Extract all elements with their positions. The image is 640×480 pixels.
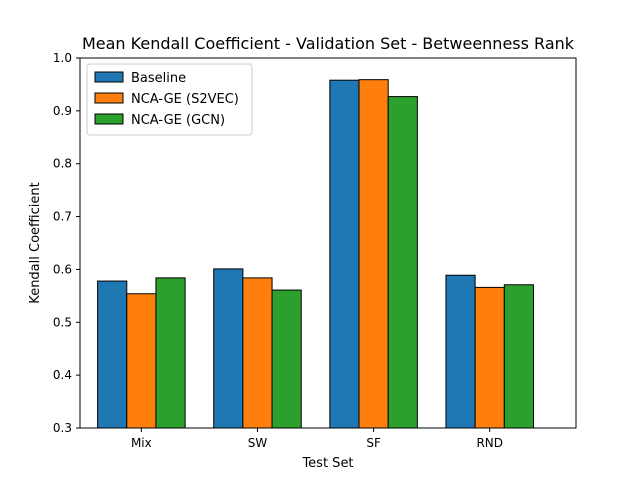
bar-nca-ge-s2vec-sw (242, 277, 273, 429)
x-tick-label: SW (248, 436, 268, 450)
y-tick-label: 0.7 (53, 210, 72, 224)
legend-box (86, 63, 253, 136)
bar-nca-ge-gcn-sw (271, 289, 302, 429)
legend-swatch (94, 71, 124, 83)
bar-baseline-sw (213, 268, 244, 429)
y-tick-label: 0.3 (53, 421, 72, 435)
y-axis-ticks: 0.3 0.4 0.5 0.6 0.7 0.8 0.9 1.0 (53, 51, 80, 435)
legend-label: NCA-GE (S2VEC) (131, 92, 239, 107)
legend-swatch (94, 92, 124, 104)
bar-baseline-sf (329, 79, 360, 429)
bar-nca-ge-s2vec-mix (126, 293, 157, 429)
legend: Baseline NCA-GE (S2VEC) NCA-GE (GCN) (86, 63, 253, 136)
y-axis-label: Kendall Coefficient (28, 182, 43, 303)
plot-frame (79, 57, 577, 429)
bar-nca-ge-gcn-sf (387, 96, 418, 429)
y-tick-label: 0.5 (53, 315, 72, 329)
bar-nca-ge-gcn-mix (155, 277, 186, 429)
legend-label: Baseline (131, 71, 186, 86)
bar-baseline-rnd (445, 274, 476, 429)
x-tick-label: SF (366, 436, 381, 450)
chart-title: Mean Kendall Coefficient - Validation Se… (82, 34, 575, 53)
legend-swatch (94, 113, 124, 125)
y-tick-label: 1.0 (53, 51, 72, 65)
bar-nca-ge-s2vec-rnd (474, 286, 505, 429)
y-tick-label: 0.9 (53, 104, 72, 118)
plot-bars (97, 79, 534, 429)
y-tick-label: 0.6 (53, 262, 72, 276)
x-axis-ticks: Mix SW SF RND (131, 428, 503, 450)
x-tick-label: RND (476, 436, 503, 450)
bar-baseline-mix (97, 280, 128, 429)
bar-nca-ge-gcn-rnd (503, 284, 534, 429)
x-axis-label: Test Set (301, 456, 353, 471)
x-tick-label: Mix (131, 436, 152, 450)
bar-nca-ge-s2vec-sf (358, 79, 389, 429)
y-tick-label: 0.8 (53, 157, 72, 171)
legend-label: NCA-GE (GCN) (131, 113, 225, 128)
y-tick-label: 0.4 (53, 368, 72, 382)
